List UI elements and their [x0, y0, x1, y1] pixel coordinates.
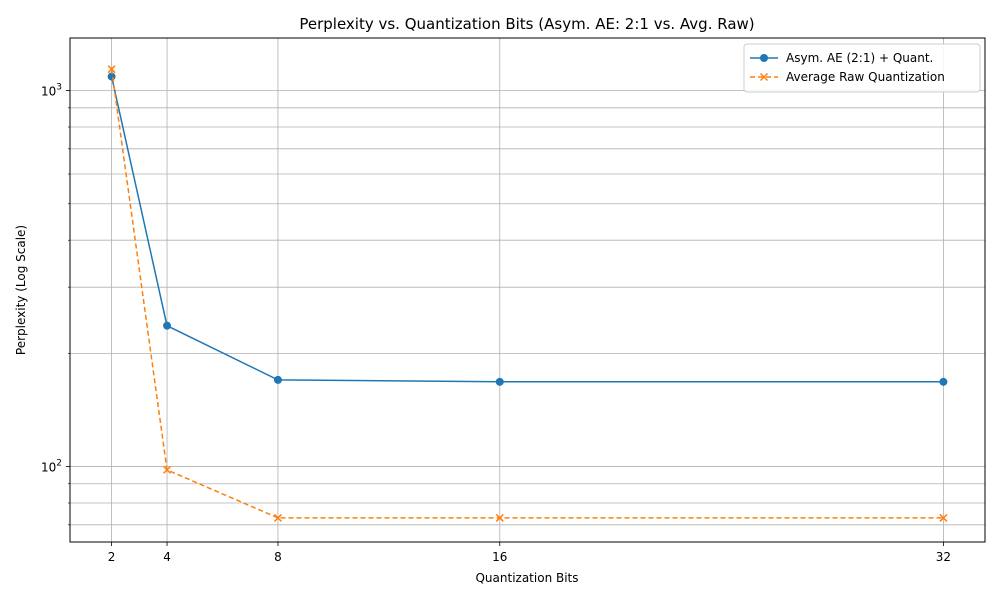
y-tick-label: 102: [41, 459, 62, 475]
legend-marker-stroke: [759, 72, 769, 82]
legend-label-2: Average Raw Quantization: [786, 70, 945, 84]
data-point-stroke: [939, 513, 948, 522]
x-axis-label: Quantization Bits: [475, 571, 578, 585]
data-point-stroke: [495, 513, 504, 522]
y-axis-label: Perplexity (Log Scale): [14, 225, 28, 355]
data-point-stroke: [163, 465, 172, 474]
data-point: [273, 513, 282, 522]
x-tick-label: 16: [492, 550, 507, 564]
x-tick-label: 4: [163, 550, 171, 564]
data-point: [107, 65, 116, 74]
data-point: [273, 375, 282, 384]
data-point: [495, 513, 504, 522]
x-tick-label: 2: [108, 550, 116, 564]
data-point-stroke: [273, 513, 282, 522]
data-point: [939, 377, 948, 386]
data-point: [939, 513, 948, 522]
legend-marker-1: [760, 54, 768, 62]
data-point: [163, 321, 172, 330]
legend: Asym. AE (2:1) + Quant. Average Raw Quant…: [743, 43, 981, 93]
series-layer: [107, 65, 948, 522]
y-axis: 102 103: [41, 83, 70, 526]
data-point: [163, 465, 172, 474]
legend-marker-2: [759, 72, 769, 82]
y-tick-label: 103: [41, 83, 62, 99]
chart-title: Perplexity vs. Quantization Bits (Asym. …: [299, 15, 754, 33]
x-tick-label: 32: [936, 550, 951, 564]
x-axis: 2 4 8 16 32: [108, 542, 951, 564]
legend-box: [743, 43, 981, 93]
data-point-stroke: [107, 65, 116, 74]
x-tick-label: 8: [274, 550, 282, 564]
legend-label-1: Asym. AE (2:1) + Quant.: [786, 51, 933, 65]
data-point: [495, 377, 504, 386]
plot-frame: [69, 37, 986, 543]
